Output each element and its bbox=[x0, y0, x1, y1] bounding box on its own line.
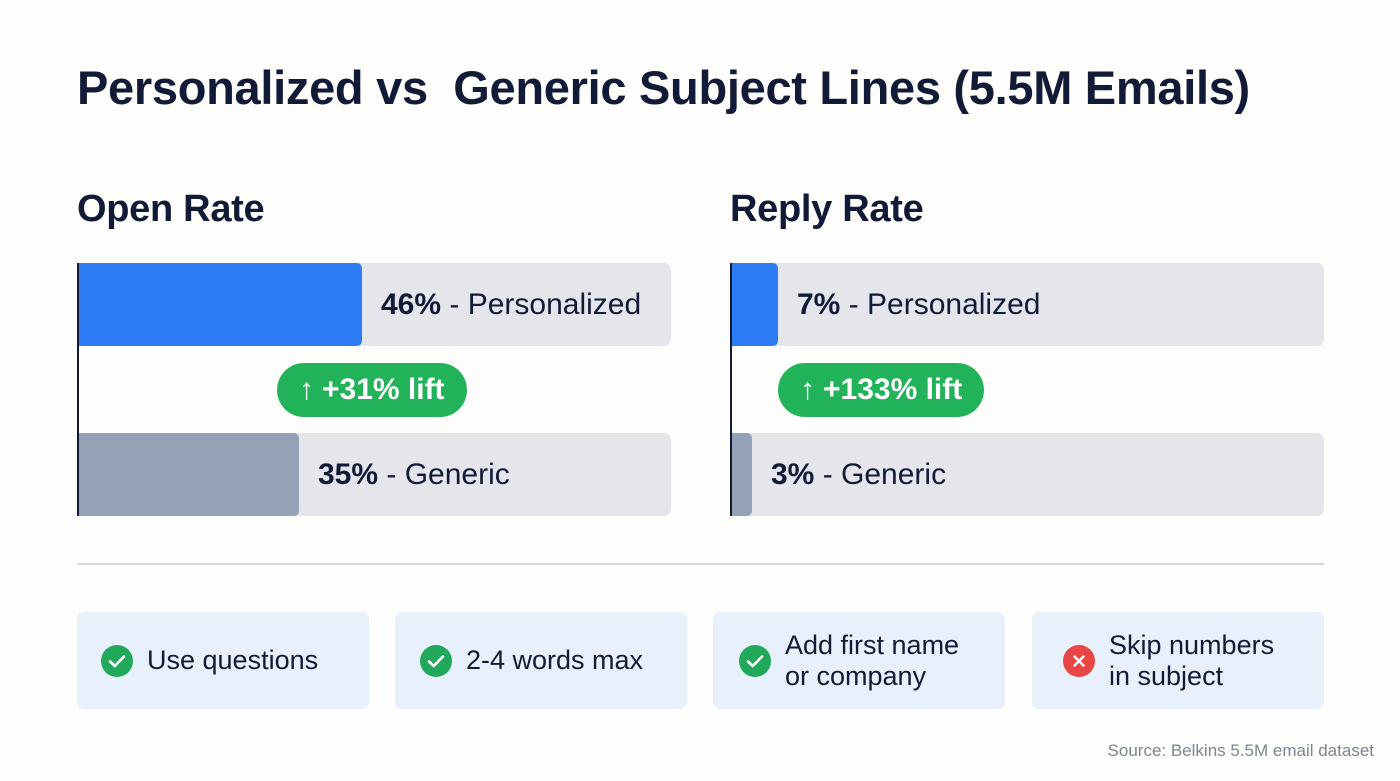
bar-value: 3% bbox=[771, 458, 815, 491]
bar-track-generic: 35% - Generic bbox=[78, 433, 671, 516]
lift-text: +133% lift bbox=[823, 373, 963, 406]
tip-card: 2-4 words max bbox=[395, 612, 687, 709]
lift-badge: ↑ +133% lift bbox=[778, 363, 985, 417]
bar-personalized bbox=[78, 263, 362, 346]
bar-value: 7% bbox=[797, 288, 841, 321]
check-circle-icon bbox=[420, 644, 452, 677]
section-divider bbox=[77, 563, 1324, 565]
bar-category: - Generic bbox=[814, 458, 947, 491]
tip-text: Use questions bbox=[147, 645, 319, 675]
bar-label-generic: 35% - Generic bbox=[318, 433, 510, 516]
bar-category: - Personalized bbox=[441, 288, 642, 321]
x-circle-icon bbox=[1063, 644, 1095, 677]
panel-title: Reply Rate bbox=[730, 188, 924, 230]
bar-generic bbox=[78, 433, 299, 516]
source-caption: Source: Belkins 5.5M email dataset bbox=[1107, 741, 1374, 760]
tip-text: Skip numbers in subject bbox=[1109, 629, 1275, 691]
arrow-up-icon: ↑ bbox=[800, 373, 815, 406]
bar-label-personalized: 46% - Personalized bbox=[381, 263, 641, 346]
bar-personalized bbox=[731, 263, 778, 346]
bar-track-generic: 3% - Generic bbox=[731, 433, 1324, 516]
bar-label-generic: 3% - Generic bbox=[771, 433, 946, 516]
panel-title: Open Rate bbox=[77, 188, 265, 230]
bar-category: - Generic bbox=[378, 458, 510, 491]
check-circle-icon bbox=[101, 644, 133, 677]
tip-text: 2-4 words max bbox=[466, 645, 644, 675]
y-axis-line bbox=[77, 263, 79, 516]
bar-track-personalized: 46% - Personalized bbox=[78, 263, 671, 346]
lift-badge: ↑ +31% lift bbox=[277, 363, 467, 417]
tip-card: Add first name or company bbox=[713, 612, 1005, 709]
bar-value: 46% bbox=[381, 288, 442, 321]
page-title: Personalized vs Generic Subject Lines (5… bbox=[77, 61, 1250, 114]
check-circle-icon bbox=[739, 644, 771, 677]
reply-rate-panel: Reply Rate 7% - Personalized ↑ +133% lift… bbox=[730, 185, 1324, 516]
open-rate-panel: Open Rate 46% - Personalized ↑ +31% lift … bbox=[77, 185, 671, 516]
arrow-up-icon: ↑ bbox=[299, 373, 314, 406]
reply-rate-chart: 7% - Personalized ↑ +133% lift 3% - Gener… bbox=[730, 263, 1324, 516]
tips-row: Use questions 2-4 words max Add first na… bbox=[77, 612, 1324, 709]
bar-category: - Personalized bbox=[840, 288, 1041, 321]
tip-text: Add first name or company bbox=[785, 629, 960, 691]
bar-label-personalized: 7% - Personalized bbox=[797, 263, 1040, 346]
y-axis-line bbox=[730, 263, 732, 516]
tip-card: Skip numbers in subject bbox=[1032, 612, 1324, 709]
open-rate-chart: 46% - Personalized ↑ +31% lift 35% - Gene… bbox=[77, 263, 671, 516]
lift-text: +31% lift bbox=[322, 373, 445, 406]
bar-track-personalized: 7% - Personalized bbox=[731, 263, 1324, 346]
bar-generic bbox=[731, 433, 752, 516]
tip-card: Use questions bbox=[77, 612, 369, 709]
bar-value: 35% bbox=[318, 458, 379, 491]
